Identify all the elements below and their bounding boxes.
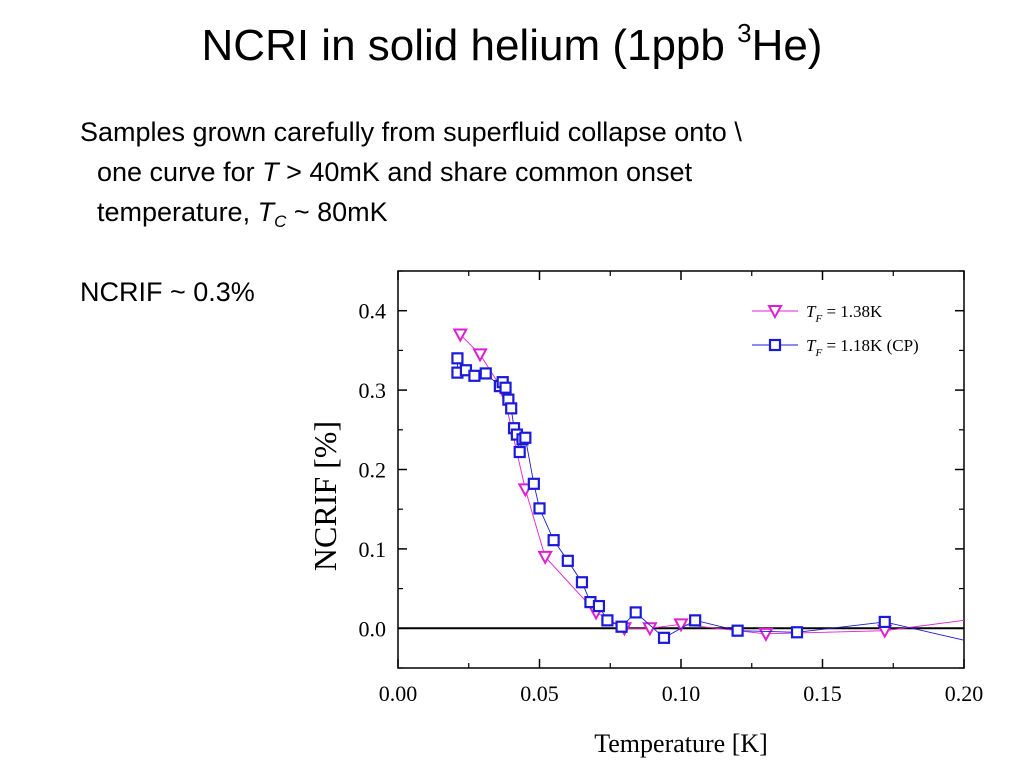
legend-rest: = 1.18K (CP)	[822, 336, 918, 355]
x-tick-label: 0.20	[945, 681, 984, 706]
series-2-point	[629, 606, 642, 619]
bullet-line-3-sub: C	[274, 212, 287, 231]
bullet-line-3-pre: temperature,	[97, 197, 258, 227]
title-end: He)	[751, 21, 823, 70]
legend-rest: = 1.38K	[822, 302, 883, 321]
series-2-point	[601, 614, 614, 627]
series-2-point	[878, 615, 891, 629]
legend-var: T	[806, 336, 817, 355]
bullet-ncrif: NCRIF ~ 0.3%	[80, 277, 255, 307]
legend-label: TF = 1.18K (CP)	[806, 336, 919, 359]
series-1-point	[452, 328, 468, 343]
x-tick-label: 0.00	[379, 681, 418, 706]
bullet-line-2-pre: one curve for	[97, 157, 263, 187]
series-2-point	[575, 576, 589, 589]
legend-item-2: TF = 1.18K (CP)	[752, 336, 919, 359]
title-main: NCRI in solid helium (1ppb	[201, 21, 738, 70]
x-tick-label: 0.10	[662, 681, 701, 706]
legend-label: TF = 1.38K	[806, 302, 883, 325]
legend-sub: F	[814, 347, 822, 359]
series-2-point	[479, 367, 492, 380]
series-1-point	[642, 622, 658, 637]
series-2	[451, 352, 965, 644]
series-2-point	[561, 554, 574, 567]
series-2-point	[499, 381, 512, 394]
legend-var: T	[806, 302, 817, 321]
title-superscript: 3	[737, 18, 752, 48]
series-2-line	[456, 358, 965, 641]
bullet-line-2-post: > 40mK and share common onset	[278, 157, 693, 187]
series-2-point	[790, 626, 804, 639]
bullet-samples: Samples grown carefully from superfluid …	[80, 112, 960, 242]
bullet-line-2-var: T	[262, 157, 279, 187]
series-2-point	[451, 352, 464, 365]
bullet-line-1: Samples grown carefully from superfluid …	[80, 117, 742, 147]
y-tick-label: 0.0	[359, 616, 387, 641]
y-tick-label: 0.1	[359, 537, 387, 562]
x-tick-label: 0.15	[803, 681, 842, 706]
series-1-point	[673, 618, 689, 633]
slide-title: NCRI in solid helium (1ppb 3He)	[0, 18, 1024, 74]
legend-swatch-marker	[768, 338, 782, 352]
bullet-line-2: one curve for T > 40mK and share common …	[80, 152, 960, 192]
series-2-point	[615, 620, 628, 633]
plot-frame	[397, 270, 965, 669]
x-tick-label: 0.05	[520, 681, 559, 706]
y-tick-label: 0.2	[359, 458, 387, 483]
series-2-point	[513, 445, 526, 459]
series-1-point	[472, 348, 488, 363]
y-axis-label: NCRIF [%]	[307, 421, 343, 571]
series-1-point	[758, 627, 774, 642]
series-2-point	[592, 599, 606, 613]
series-2-point	[505, 402, 518, 415]
y-tick-label: 0.3	[359, 378, 387, 403]
series-2-point	[468, 369, 481, 382]
y-tick-label: 0.4	[359, 299, 387, 324]
legend-sub: F	[814, 313, 822, 325]
bullet-line-3: temperature, TC ~ 80mK	[80, 192, 960, 242]
legend-swatch-marker	[767, 305, 783, 320]
series-2-point	[533, 502, 546, 515]
series-2-point	[689, 614, 702, 627]
x-axis-label: Temperature [K]	[594, 729, 768, 758]
series-2-point	[519, 431, 532, 444]
bullet-line-3-post: ~ 80mK	[286, 197, 388, 227]
series-2-point	[547, 534, 560, 547]
series-2-point	[657, 631, 671, 644]
series-2-point	[731, 624, 744, 637]
series-1-point	[537, 550, 553, 565]
legend-item-1: TF = 1.38K	[752, 302, 883, 325]
series-2-point	[527, 477, 540, 490]
bullet-line-3-var: T	[257, 197, 275, 227]
